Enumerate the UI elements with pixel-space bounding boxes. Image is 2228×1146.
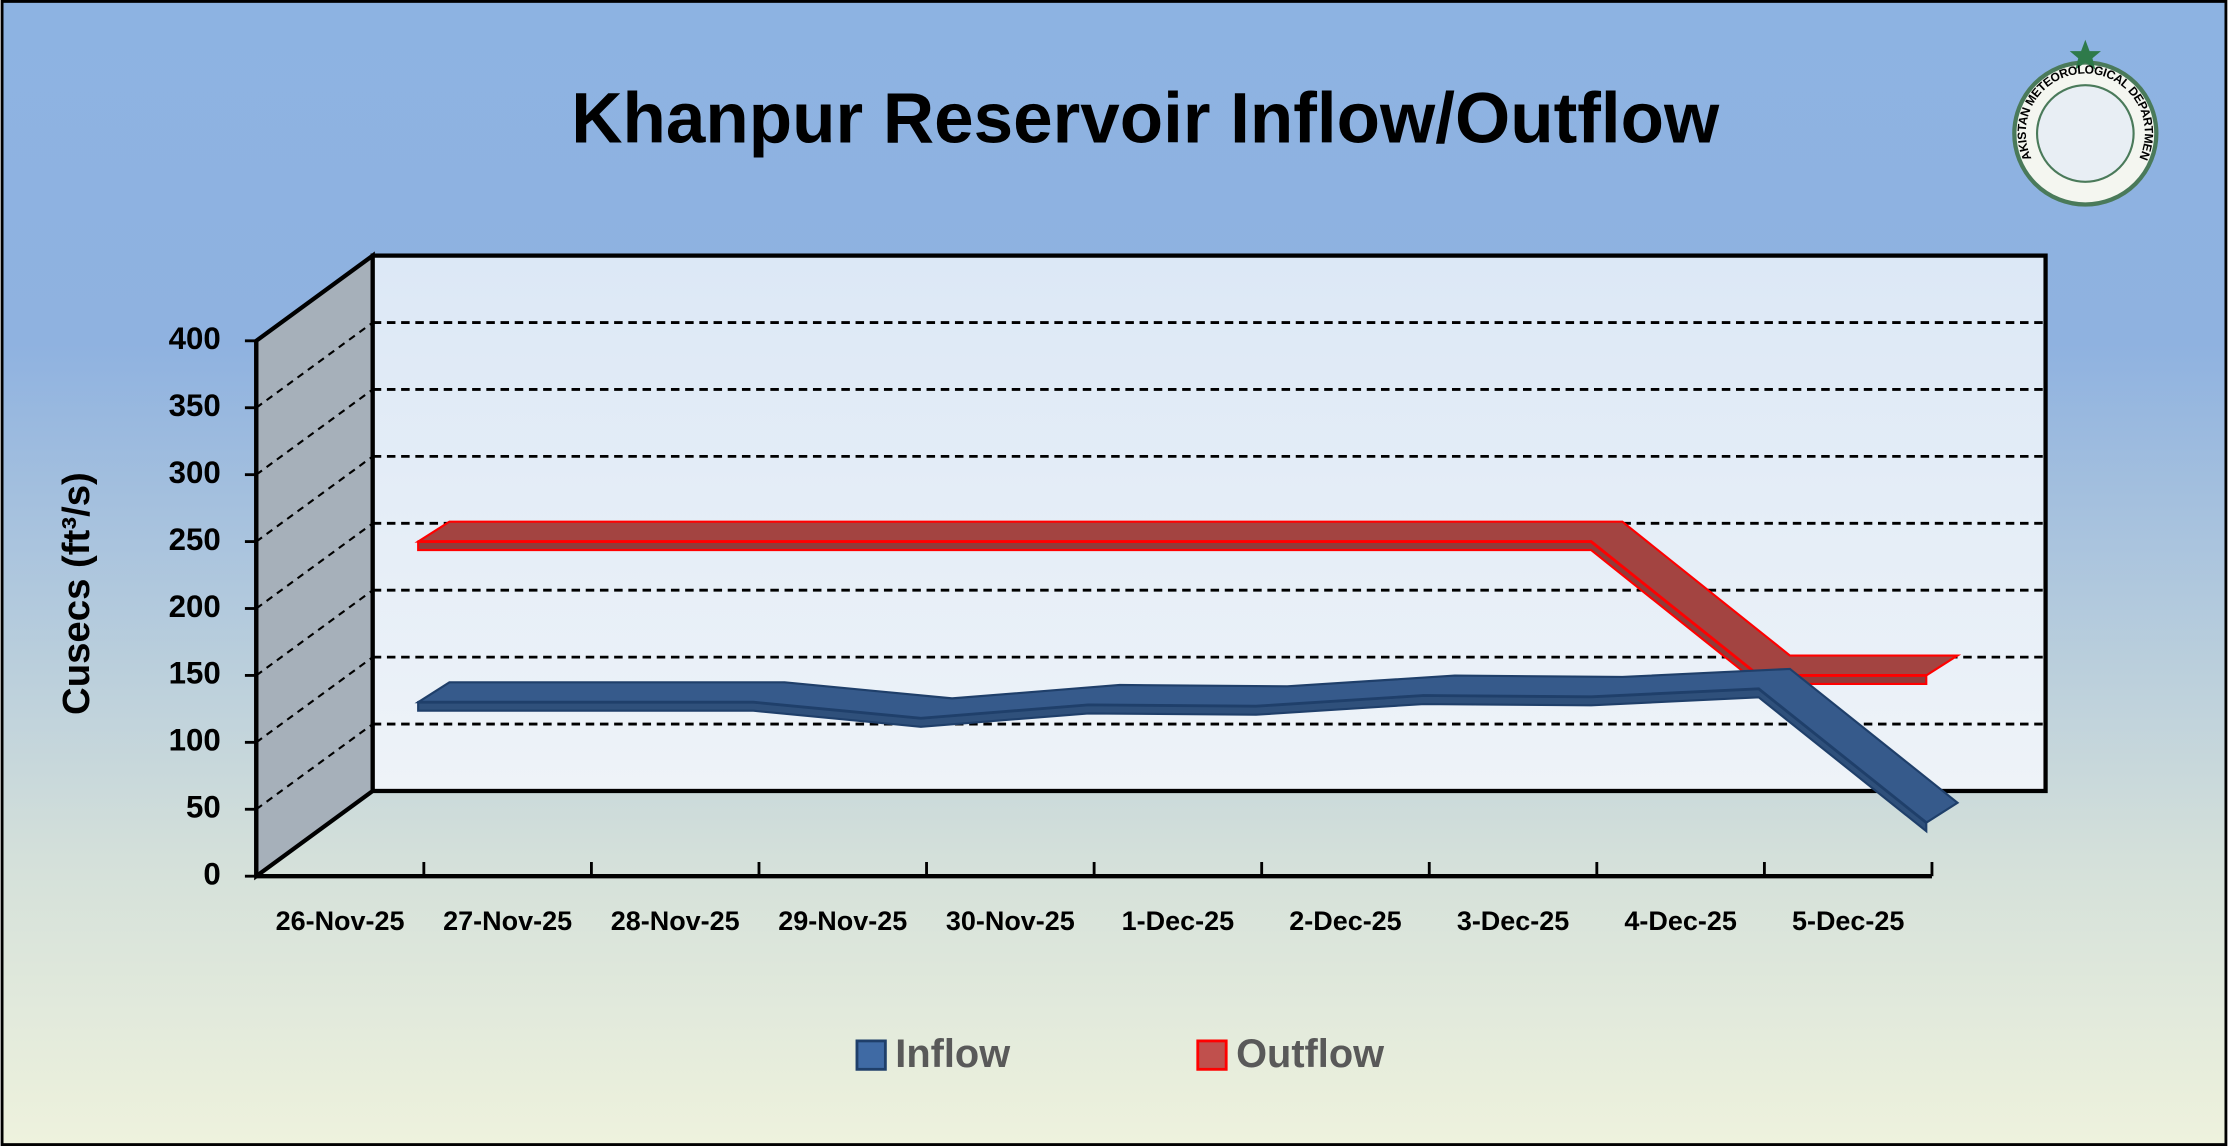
x-tick-label: 5-Dec-25 bbox=[1792, 906, 1904, 936]
side-grid-line bbox=[255, 522, 374, 610]
y-tick-label: 300 bbox=[169, 455, 221, 490]
side-grid-line bbox=[255, 589, 374, 677]
side-grid-line bbox=[255, 656, 374, 744]
logo-inner bbox=[2035, 84, 2135, 183]
legend: Inflow Outflow bbox=[855, 1032, 1384, 1076]
legend-swatch bbox=[855, 1039, 887, 1071]
chart-title: Khanpur Reservoir Inflow/Outflow bbox=[571, 79, 1720, 158]
y-tick-label: 50 bbox=[186, 790, 221, 825]
x-tick-label: 2-Dec-25 bbox=[1289, 906, 1401, 936]
legend-label: Outflow bbox=[1236, 1032, 1384, 1076]
y-tick-label: 400 bbox=[169, 321, 221, 356]
y-tick-label: 200 bbox=[169, 589, 221, 624]
side-grid-line bbox=[255, 723, 374, 811]
x-tick-label: 30-Nov-25 bbox=[946, 906, 1075, 936]
side-grid-line bbox=[255, 321, 374, 409]
legend-swatch bbox=[1196, 1039, 1228, 1071]
x-tick-label: 26-Nov-25 bbox=[276, 906, 405, 936]
line bbox=[418, 687, 1928, 824]
y-tick-label: 0 bbox=[203, 856, 220, 891]
x-tick-label: 28-Nov-25 bbox=[611, 906, 740, 936]
logo-star bbox=[2069, 39, 2101, 70]
x-tick-label: 29-Nov-25 bbox=[778, 906, 907, 936]
y-axis-label: Cusecs (ft³/s) bbox=[55, 472, 98, 715]
legend-label: Inflow bbox=[895, 1032, 1010, 1076]
x-tick-label: 3-Dec-25 bbox=[1457, 906, 1569, 936]
y-tick-label: 250 bbox=[169, 522, 221, 557]
y-tick-label: 150 bbox=[169, 656, 221, 691]
side-grid-line bbox=[255, 388, 374, 476]
x-tick-label: 4-Dec-25 bbox=[1624, 906, 1736, 936]
side-wall bbox=[254, 251, 375, 881]
x-tick-label: 27-Nov-25 bbox=[443, 906, 572, 936]
x-tick-label: 1-Dec-25 bbox=[1122, 906, 1234, 936]
y-tick-label: 100 bbox=[169, 723, 221, 758]
line bbox=[418, 540, 1927, 677]
y-tick-label: 350 bbox=[169, 388, 221, 423]
side-grid-line bbox=[255, 455, 374, 543]
